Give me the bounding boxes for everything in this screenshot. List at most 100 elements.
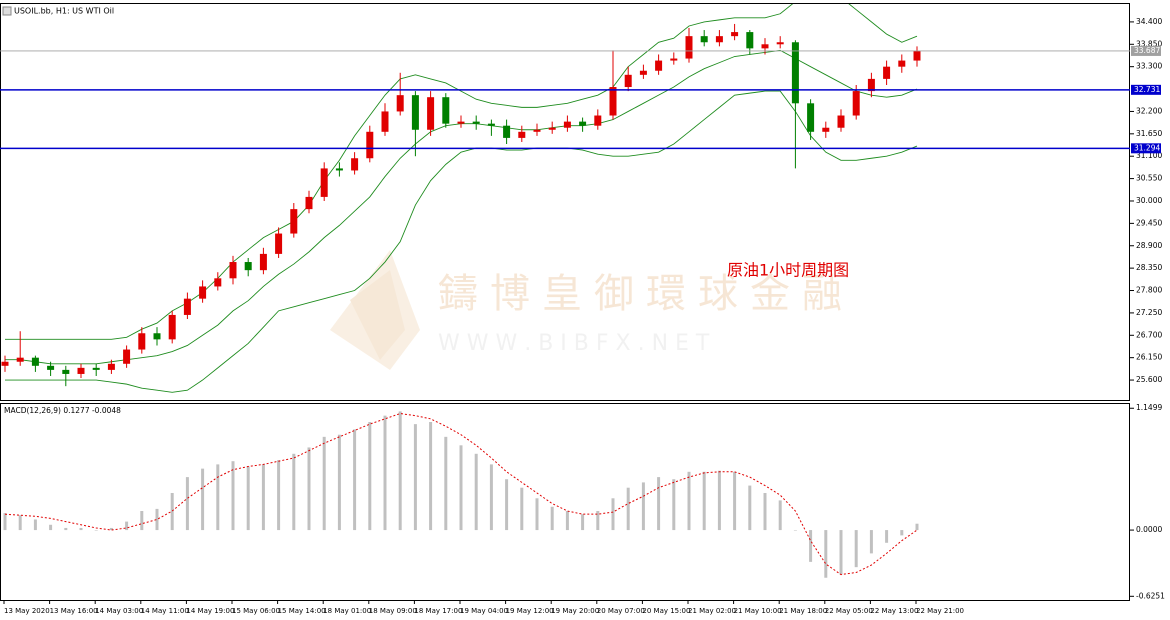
candle-body (457, 121, 465, 124)
main-panel (0, 3, 1130, 401)
x-tick-label: 22 May 21:00 (916, 607, 964, 615)
candle-body (898, 60, 906, 67)
macd-bar (79, 527, 83, 531)
macd-bar (581, 514, 585, 531)
y-tick-label: 30.000 (1136, 196, 1162, 205)
macd-bar (505, 479, 509, 531)
macd-bar (596, 511, 600, 531)
candle-body (16, 357, 24, 362)
macd-bar (368, 422, 372, 531)
candle-body (715, 36, 723, 43)
candle-body (700, 36, 708, 43)
candle-body (259, 253, 267, 271)
x-tick-label: 19 May 12:00 (506, 607, 554, 615)
level-label: 32.731 (1134, 85, 1160, 94)
candle-body (107, 363, 115, 370)
y-tick-label: 31.100 (1136, 151, 1162, 160)
candle-body (411, 95, 419, 130)
x-tick-label: 15 May 14:00 (278, 607, 326, 615)
macd-bar (49, 524, 53, 531)
macd-bar (307, 447, 311, 531)
candle-body (655, 60, 663, 71)
macd-bar (489, 464, 493, 531)
macd-bar (201, 468, 205, 531)
x-tick-label: 20 May 07:00 (597, 607, 645, 615)
main-plot (1, 4, 921, 393)
candle-body (351, 158, 359, 171)
candle-body (685, 36, 693, 59)
x-tick-label: 19 May 20:00 (551, 607, 599, 615)
y-tick-label: 25.600 (1136, 375, 1162, 384)
band-upper (5, 4, 918, 340)
candle-body (670, 58, 678, 61)
chart-title: USOIL.bb, H1: US WTI Oil (14, 7, 114, 16)
candle-body (168, 314, 176, 340)
macd-bar (885, 530, 889, 543)
watermark-url: W W W . B I B F X . N E T (438, 331, 710, 356)
macd-bar (520, 487, 524, 531)
candle-body (381, 111, 389, 132)
macd-signal (4, 413, 918, 576)
annotation: 原油1小时周期图 (727, 261, 849, 280)
candle-body (47, 365, 55, 370)
y2-tick-label: 0.0000 (1136, 525, 1162, 534)
candle-body (548, 127, 556, 130)
macd-bar (383, 415, 387, 531)
x-tick-label: 19 May 04:00 (460, 607, 508, 615)
macd-bar (429, 422, 433, 531)
candle-body (1, 361, 9, 366)
macd-bar (748, 485, 752, 531)
macd-bar (413, 424, 417, 531)
candle-body (913, 50, 921, 61)
macd-plot (3, 411, 919, 578)
macd-bar (687, 471, 691, 531)
macd-bar (3, 513, 7, 531)
candle-body (533, 129, 541, 132)
candle-body (442, 97, 450, 124)
y-tick-label: 26.700 (1136, 330, 1162, 339)
candle-body (92, 367, 100, 370)
macd-bar (900, 530, 904, 536)
y-tick-label: 27.800 (1136, 286, 1162, 295)
y-tick-label: 33.300 (1136, 62, 1162, 71)
y-tick-label: 27.250 (1136, 308, 1162, 317)
level-tag (1131, 143, 1161, 154)
candle-body (822, 127, 830, 132)
candle-body (563, 121, 571, 128)
candle-body (624, 74, 632, 88)
candle-body (579, 121, 587, 126)
candle-body (229, 262, 237, 279)
watermark-name: 鑄博皇御環球金融 (438, 271, 854, 317)
macd-bar (125, 521, 129, 531)
macd-bar (292, 453, 296, 531)
level-label: 31.294 (1134, 143, 1160, 152)
candle-body (366, 131, 374, 159)
macd-bar (322, 436, 326, 531)
candle-body (472, 121, 480, 124)
macd-bar (854, 530, 858, 568)
current-price-label: 33.687 (1134, 46, 1160, 55)
macd-bar (18, 515, 22, 531)
macd-bar (459, 445, 463, 531)
macd-bar (763, 492, 767, 531)
candle-body (594, 115, 602, 126)
macd-bar (641, 482, 645, 531)
macd-bar (839, 530, 843, 575)
y-tick-label: 29.450 (1136, 218, 1162, 227)
macd-bar (33, 519, 37, 531)
x-tick-label: 14 May 03:00 (95, 607, 143, 615)
candle-body (761, 44, 769, 49)
macd-bar (231, 461, 235, 531)
candle-body (153, 333, 161, 340)
candle-body (199, 286, 207, 299)
title-icon (2, 6, 12, 16)
x-tick-label: 14 May 19:00 (186, 607, 234, 615)
x-tick-label: 13 May 2020 (4, 607, 50, 615)
band-lower (5, 90, 918, 393)
macd-bar (657, 477, 661, 531)
macd-bar (733, 471, 737, 531)
x-tick-label: 13 May 16:00 (50, 607, 98, 615)
candle-body (867, 78, 875, 92)
x-tick-label: 22 May 13:00 (870, 607, 918, 615)
